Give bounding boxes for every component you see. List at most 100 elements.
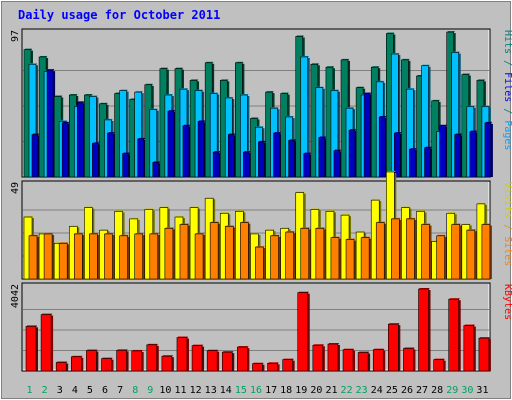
bar-files-shadow	[322, 88, 325, 177]
bar-pages-top	[78, 101, 85, 103]
bar-pages-top	[108, 132, 115, 134]
bar-hits-face	[190, 80, 198, 177]
bar-kbytes-edge	[312, 344, 324, 372]
bar-pages-face	[349, 130, 356, 177]
bar-hits-face	[356, 87, 364, 177]
bar-kbytes	[176, 336, 189, 372]
bar-sites-shadow	[369, 238, 372, 279]
bar-pages-edge	[107, 132, 114, 178]
bar-pages-face	[469, 131, 476, 177]
bar-kbytes-face	[478, 338, 489, 371]
bar-pages-edge	[363, 93, 371, 178]
bar-sites-face	[466, 230, 475, 279]
bar-files-shadow	[217, 94, 220, 177]
bar-sites	[330, 236, 341, 280]
bar-files-top	[135, 91, 143, 93]
bar-sites-top	[165, 227, 174, 229]
bar-kbytes-top	[328, 343, 339, 345]
bar-files-face	[451, 52, 459, 177]
bar-sites-shadow	[187, 225, 190, 279]
bar-sites-top	[150, 232, 159, 234]
bar-pages-top	[48, 69, 55, 71]
bar-visits-face	[190, 207, 199, 279]
bar-hits-top	[236, 61, 244, 63]
bar-files-top	[105, 118, 113, 120]
bar-hits-top	[191, 79, 199, 81]
bar-sites-top	[90, 232, 99, 234]
bar-sites-edge	[209, 222, 219, 280]
bar-visits-face	[476, 203, 485, 279]
bar-hits-top	[130, 98, 138, 100]
bar-kbytes-face	[358, 352, 369, 371]
x-tick-label: 6	[102, 385, 108, 396]
bar-kbytes-face	[71, 356, 82, 371]
bar-pages-edge	[439, 125, 446, 178]
bar-sites-shadow	[278, 236, 281, 279]
bar-visits-face	[250, 233, 259, 279]
bar-sites	[240, 221, 251, 280]
bar-kbytes-face	[161, 356, 172, 371]
bar-visits-top	[342, 214, 351, 216]
x-tick-label: 8	[132, 385, 138, 396]
bar-sites-shadow	[308, 229, 311, 279]
bar-visits-top	[477, 202, 486, 204]
bar-sites-top	[105, 232, 114, 234]
bar-pages-edge	[258, 141, 265, 178]
bar-hits-face	[159, 68, 167, 177]
x-tick-label: 30	[461, 385, 473, 396]
bar-hits-top	[40, 55, 48, 57]
bar-visits-top	[266, 229, 275, 231]
bar-kbytes-shadow	[141, 351, 144, 371]
bar-sites-face	[330, 237, 339, 279]
bar-sites	[285, 231, 296, 280]
bar-pages-face	[167, 111, 174, 177]
bar-sites-shadow	[323, 229, 326, 279]
bar-sites-face	[104, 233, 113, 279]
bar-sites-top	[362, 236, 371, 238]
bar-sites	[436, 234, 447, 280]
bar-kbytes-shadow	[322, 346, 325, 371]
x-tick-label: 9	[147, 385, 153, 396]
bar-sites	[164, 227, 175, 280]
bar-sites-face	[210, 222, 219, 279]
bar-kbytes-edge	[25, 326, 37, 372]
bar-visits-face	[159, 207, 168, 279]
bar-pages-edge	[348, 129, 356, 178]
bar-sites-face	[376, 222, 385, 279]
legend-entry: /	[502, 102, 512, 120]
bar-kbytes-top	[374, 348, 385, 350]
bar-hits-face	[371, 67, 379, 177]
bar-sites-edge	[224, 226, 234, 280]
x-tick-label: 7	[117, 385, 123, 396]
legend-entry: /	[502, 54, 512, 72]
bar-files-face	[134, 92, 142, 177]
bar-hits-face	[54, 96, 62, 177]
bar-sites-top	[271, 234, 280, 236]
bar-sites-top	[377, 221, 386, 223]
bar-visits-top	[447, 212, 456, 214]
bar-kbytes-shadow	[232, 353, 235, 371]
bar-kbytes	[252, 362, 265, 372]
bar-kbytes-top	[419, 288, 430, 289]
bar-pages-top	[274, 132, 281, 134]
bar-files-top	[301, 55, 309, 57]
bar-kbytes-shadow	[458, 300, 461, 371]
x-tick-label: 13	[205, 385, 217, 396]
x-tick-label: 26	[401, 385, 413, 396]
legend-entry: KBytes	[502, 284, 512, 320]
x-tick-label: 29	[446, 385, 458, 396]
bar-sites-edge	[375, 222, 385, 280]
bar-pages-edge	[182, 125, 190, 178]
legend-entry: Sites	[502, 236, 512, 266]
bar-kbytes-top	[208, 349, 219, 351]
bar-sites-shadow	[474, 231, 477, 279]
bar-sites-top	[301, 227, 310, 229]
x-tick-label: 18	[280, 385, 292, 396]
bar-sites-face	[481, 224, 490, 279]
bar-files-top	[165, 94, 173, 96]
bar-sites	[194, 232, 206, 280]
bar-hits-top	[206, 61, 214, 63]
bar-sites-edge	[58, 243, 68, 280]
bar-files-shadow	[337, 91, 340, 177]
bar-visits-face	[431, 241, 440, 279]
